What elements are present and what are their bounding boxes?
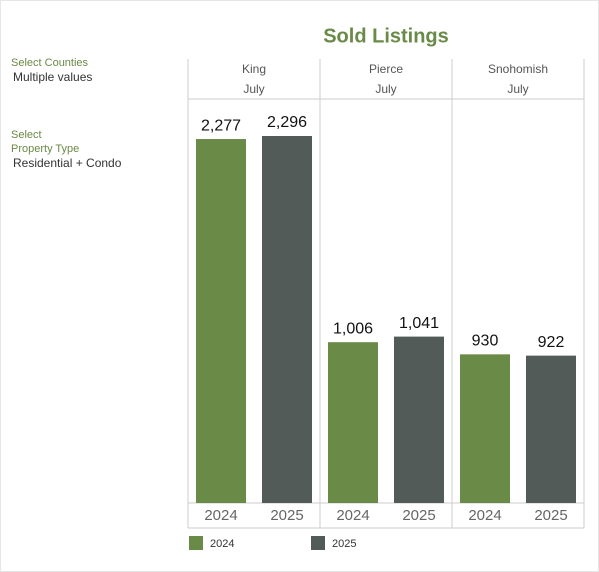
period-label: July xyxy=(243,82,264,96)
filter-value: Multiple values xyxy=(13,70,92,84)
value-label: 1,041 xyxy=(399,315,439,332)
legend-swatch xyxy=(311,536,325,550)
period-label: July xyxy=(375,82,396,96)
filter-label: Select xyxy=(11,129,42,141)
bar xyxy=(526,355,576,503)
filter-label: Select Counties xyxy=(11,57,89,69)
value-label: 2,296 xyxy=(267,114,307,131)
bar xyxy=(262,136,312,503)
filter-label: Property Type xyxy=(11,143,79,155)
bar xyxy=(460,354,510,503)
bar xyxy=(394,336,444,503)
category-label: Snohomish xyxy=(488,62,548,76)
x-tick-label: 2025 xyxy=(534,507,567,524)
category-label: Pierce xyxy=(369,62,403,76)
category-label: King xyxy=(242,62,266,76)
bar xyxy=(196,139,246,503)
x-tick-label: 2025 xyxy=(402,507,435,524)
value-label: 2,277 xyxy=(201,117,241,134)
legend-swatch xyxy=(189,536,203,550)
x-tick-label: 2024 xyxy=(468,507,501,524)
filter-value: Residential + Condo xyxy=(13,156,122,170)
value-label: 1,006 xyxy=(333,320,373,337)
legend-label: 2025 xyxy=(332,538,356,550)
bar xyxy=(328,342,378,503)
x-tick-label: 2024 xyxy=(336,507,369,524)
value-label: 930 xyxy=(472,333,499,350)
period-label: July xyxy=(507,82,528,96)
x-tick-label: 2024 xyxy=(204,507,237,524)
value-label: 922 xyxy=(538,334,565,351)
legend-label: 2024 xyxy=(210,538,234,550)
chart-title: Sold Listings xyxy=(323,25,449,47)
x-tick-label: 2025 xyxy=(270,507,303,524)
